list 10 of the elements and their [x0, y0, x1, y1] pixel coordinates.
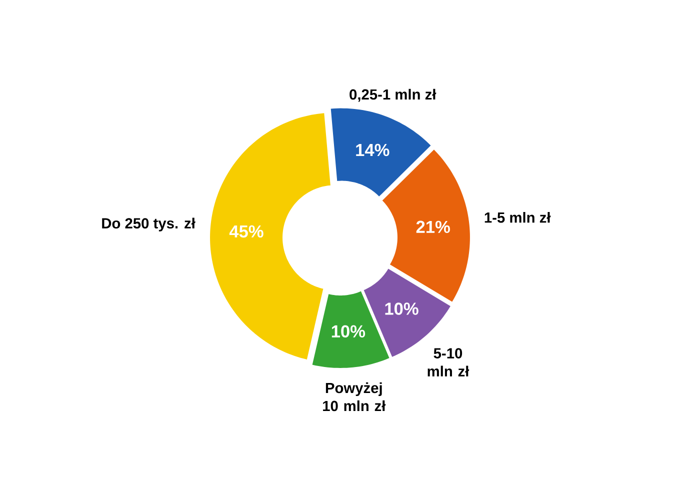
data-label: 14%: [356, 144, 390, 156]
data-label: 45%: [229, 225, 264, 238]
data-label: 10%: [385, 302, 418, 315]
data-label: 10%: [332, 325, 366, 338]
data-label: 21%: [416, 220, 450, 234]
slice-label: 1-5 mln zł: [484, 212, 551, 223]
slice-label: 0,25-1 mln zł: [350, 88, 436, 102]
slice-label: Powyżej 10 mln zł: [323, 382, 386, 412]
slice-label: Do 250 tys. zł: [102, 218, 196, 232]
slice-label: 5-10 mln zł: [428, 348, 470, 376]
